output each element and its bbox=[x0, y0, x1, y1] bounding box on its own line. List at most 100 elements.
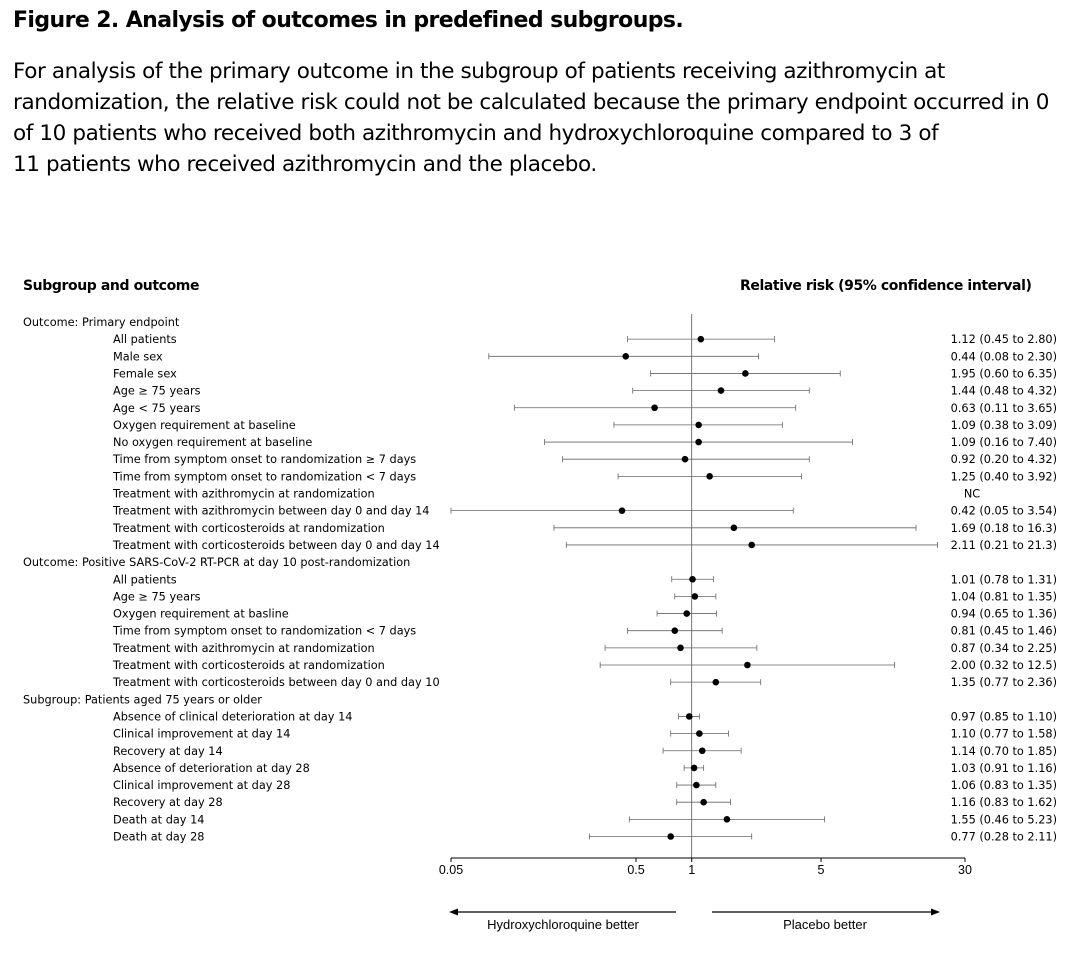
left-arrow-head bbox=[449, 908, 458, 916]
row-label: Female sex bbox=[113, 367, 177, 380]
row-estimate-text: 0.97 (0.85 to 1.10) bbox=[951, 710, 1057, 723]
row-label: All patients bbox=[113, 573, 177, 586]
point-estimate bbox=[748, 541, 756, 549]
x-tick-label: 30 bbox=[958, 863, 972, 877]
row-estimate-text: 0.81 (0.45 to 1.46) bbox=[951, 625, 1057, 638]
right-arrow-head bbox=[931, 908, 940, 916]
row-estimate-text: 0.42 (0.05 to 3.54) bbox=[951, 505, 1057, 518]
row-estimate-text: NC bbox=[964, 488, 980, 501]
row-label: Age ≥ 75 years bbox=[113, 385, 201, 398]
row-label: Treatment with azithromycin between day … bbox=[112, 505, 430, 518]
subgroup-column-header: Subgroup and outcome bbox=[23, 278, 200, 294]
point-estimate bbox=[698, 747, 706, 755]
point-estimate bbox=[618, 507, 626, 514]
row-label: Treatment with azithromycin at randomiza… bbox=[112, 488, 375, 501]
row-label: Treatment with corticosteroids between d… bbox=[112, 676, 440, 689]
row-label: Treatment with corticosteroids at random… bbox=[112, 659, 385, 672]
caption-line: 11 patients who received azithromycin an… bbox=[13, 152, 597, 177]
row-estimate-text: 1.09 (0.16 to 7.40) bbox=[951, 436, 1057, 449]
point-estimate bbox=[683, 610, 691, 617]
row-estimate-text: 1.10 (0.77 to 1.58) bbox=[951, 728, 1057, 741]
row-label: Recovery at day 14 bbox=[113, 745, 223, 758]
row-estimate-text: 1.35 (0.77 to 2.36) bbox=[951, 676, 1057, 689]
point-estimate bbox=[622, 353, 630, 360]
row-estimate-text: 0.77 (0.28 to 2.11) bbox=[951, 831, 1057, 844]
row-label: No oxygen requirement at baseline bbox=[113, 436, 312, 449]
row-estimate-text: 0.63 (0.11 to 3.65) bbox=[951, 402, 1057, 415]
x-tick-label: 5 bbox=[818, 863, 825, 877]
row-label: Age < 75 years bbox=[113, 402, 201, 415]
row-label: Treatment with azithromycin at randomiza… bbox=[112, 642, 375, 655]
row-estimate-text: 0.44 (0.08 to 2.30) bbox=[951, 350, 1057, 363]
point-estimate bbox=[685, 713, 693, 720]
caption-line: For analysis of the primary outcome in t… bbox=[13, 59, 945, 84]
row-estimate-text: 1.12 (0.45 to 2.80) bbox=[951, 333, 1057, 346]
point-estimate bbox=[667, 833, 675, 840]
point-estimate bbox=[681, 455, 689, 463]
point-estimate bbox=[695, 438, 702, 446]
point-estimate bbox=[651, 404, 658, 412]
section-header: Outcome: Primary endpoint bbox=[23, 316, 180, 329]
point-estimate bbox=[723, 816, 731, 823]
row-label: Death at day 14 bbox=[113, 813, 204, 826]
row-label: Absence of clinical deterioration at day… bbox=[113, 710, 352, 723]
point-estimate bbox=[693, 781, 700, 789]
row-estimate-text: 1.06 (0.83 to 1.35) bbox=[951, 779, 1057, 792]
row-label: Oxygen requirement at baseline bbox=[113, 419, 296, 432]
row-label: Absence of deterioration at day 28 bbox=[113, 762, 310, 775]
row-label: Time from symptom onset to randomization… bbox=[112, 453, 416, 466]
row-label: Treatment with corticosteroids at random… bbox=[112, 522, 385, 535]
point-estimate bbox=[744, 661, 751, 669]
row-estimate-text: 1.25 (0.40 to 3.92) bbox=[951, 470, 1057, 483]
row-estimate-text: 2.11 (0.21 to 21.3) bbox=[951, 539, 1057, 552]
row-label: Recovery at day 28 bbox=[113, 796, 223, 809]
direction-label-right: Placebo better bbox=[783, 917, 868, 932]
row-label: Treatment with corticosteroids between d… bbox=[112, 539, 440, 552]
row-label: Male sex bbox=[113, 350, 163, 363]
row-estimate-text: 1.44 (0.48 to 4.32) bbox=[951, 385, 1057, 398]
row-label: Death at day 28 bbox=[113, 831, 204, 844]
point-estimate bbox=[712, 678, 720, 686]
row-estimate-text: 0.87 (0.34 to 2.25) bbox=[951, 642, 1057, 655]
row-estimate-text: 1.14 (0.70 to 1.85) bbox=[951, 745, 1057, 758]
row-label: Age ≥ 75 years bbox=[113, 590, 201, 603]
estimate-column-header: Relative risk (95% confidence interval) bbox=[740, 278, 1032, 294]
point-estimate bbox=[689, 575, 696, 583]
figure-title: Figure 2. Analysis of outcomes in predef… bbox=[13, 8, 684, 33]
point-estimate bbox=[697, 335, 705, 343]
direction-label-left: Hydroxychloroquine better bbox=[487, 917, 639, 932]
caption-line: randomization, the relative risk could n… bbox=[13, 90, 1050, 115]
row-estimate-text: 0.92 (0.20 to 4.32) bbox=[951, 453, 1057, 466]
row-estimate-text: 1.09 (0.38 to 3.09) bbox=[951, 419, 1057, 432]
point-estimate bbox=[717, 387, 725, 394]
row-estimate-text: 1.01 (0.78 to 1.31) bbox=[951, 573, 1057, 586]
x-tick-label: 0.5 bbox=[627, 863, 644, 877]
row-label: All patients bbox=[113, 333, 177, 346]
row-estimate-text: 1.03 (0.91 to 1.16) bbox=[951, 762, 1057, 775]
x-tick-label: 1 bbox=[688, 863, 695, 877]
point-estimate bbox=[730, 524, 738, 532]
section-header: Outcome: Positive SARS-CoV-2 RT-PCR at d… bbox=[23, 556, 410, 569]
point-estimate bbox=[690, 764, 698, 772]
row-estimate-text: 2.00 (0.32 to 12.5) bbox=[951, 659, 1057, 672]
row-estimate-text: 1.69 (0.18 to 16.3) bbox=[951, 522, 1057, 535]
row-estimate-text: 1.95 (0.60 to 6.35) bbox=[951, 367, 1057, 380]
row-label: Clinical improvement at day 14 bbox=[113, 728, 290, 741]
point-estimate bbox=[691, 593, 699, 600]
point-estimate bbox=[696, 730, 703, 737]
point-estimate bbox=[695, 421, 702, 429]
row-estimate-text: 1.04 (0.81 to 1.35) bbox=[951, 590, 1057, 603]
point-estimate bbox=[700, 798, 707, 806]
caption-line: of 10 patients who received both azithro… bbox=[13, 121, 939, 146]
point-estimate bbox=[677, 644, 684, 652]
row-label: Time from symptom onset to randomization… bbox=[112, 470, 416, 483]
point-estimate bbox=[742, 370, 749, 377]
row-estimate-text: 1.16 (0.83 to 1.62) bbox=[951, 796, 1057, 809]
row-label: Clinical improvement at day 28 bbox=[113, 779, 290, 792]
row-estimate-text: 0.94 (0.65 to 1.36) bbox=[951, 608, 1057, 621]
section-header: Subgroup: Patients aged 75 years or olde… bbox=[23, 693, 262, 706]
point-estimate bbox=[671, 627, 679, 634]
figure-caption: For analysis of the primary outcome in t… bbox=[13, 56, 1073, 180]
row-label: Oxygen requirement at basline bbox=[113, 608, 289, 621]
